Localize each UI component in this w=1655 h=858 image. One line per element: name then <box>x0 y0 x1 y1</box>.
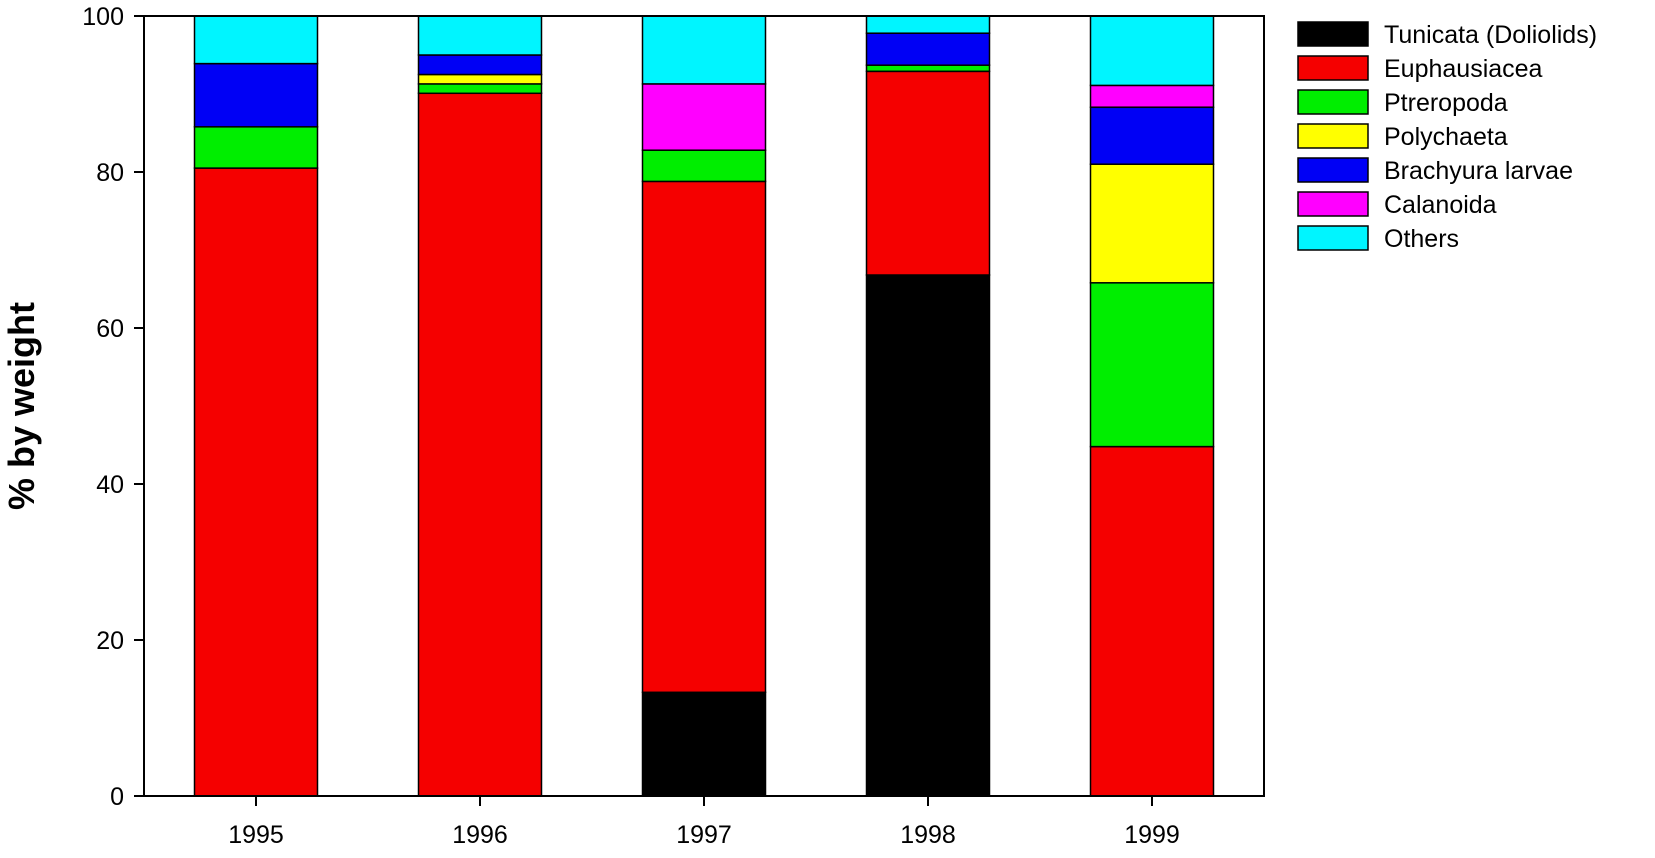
bar-segment-1998-euphausiacea <box>865 70 991 276</box>
legend-swatch <box>1297 123 1369 149</box>
legend-label: Calanoida <box>1384 191 1497 219</box>
legend-swatch <box>1297 21 1369 47</box>
bar-segment-1996-others <box>417 15 543 56</box>
legend-label: Tunicata (Doliolids) <box>1384 21 1597 49</box>
x-tick-label: 1996 <box>452 821 508 849</box>
x-tick-label: 1997 <box>676 821 732 849</box>
legend-label: Polychaeta <box>1384 123 1508 151</box>
y-tick-label: 40 <box>96 471 124 499</box>
bar-segment-1995-euphausiacea <box>193 167 319 797</box>
bar-segment-1999-ptreropoda <box>1089 282 1215 448</box>
bar-segment-1997-euphausiacea <box>641 180 767 694</box>
y-tick-label: 80 <box>96 159 124 187</box>
legend-label: Brachyura larvae <box>1384 157 1573 185</box>
x-tick-label: 1999 <box>1124 821 1180 849</box>
bar-segment-1996-brachyura-larvae <box>417 54 543 76</box>
y-tick-label: 100 <box>82 3 124 31</box>
x-tick-label: 1998 <box>900 821 956 849</box>
y-tick-label: 0 <box>110 783 124 811</box>
bar-segment-1999-others <box>1089 15 1215 87</box>
bar-segment-1998-others <box>865 15 991 34</box>
legend-swatch <box>1297 55 1369 81</box>
x-axis: 1995 1996 1997 1998 1999 <box>228 796 1180 849</box>
legend-label: Others <box>1384 225 1459 253</box>
bar-segment-1995-others <box>193 15 319 65</box>
legend-label: Ptreropoda <box>1384 89 1508 117</box>
y-tick-label: 20 <box>96 627 124 655</box>
bar-segment-1998-brachyura-larvae <box>865 32 991 66</box>
bar-segment-1996-euphausiacea <box>417 92 543 797</box>
legend: Tunicata (Doliolids) Euphausiacea Ptreropo… <box>1297 21 1597 253</box>
legend-label: Euphausiacea <box>1384 55 1543 83</box>
bars-group <box>193 15 1215 797</box>
bar-segment-1995-ptreropoda <box>193 126 319 169</box>
y-axis: 0 20 40 60 80 100 <box>82 3 144 811</box>
bar-segment-1999-brachyura-larvae <box>1089 106 1215 165</box>
y-tick-label: 60 <box>96 315 124 343</box>
bar-segment-1997-tunicata-doliolids <box>641 691 767 797</box>
bar-segment-1997-ptreropoda <box>641 149 767 183</box>
bar-segment-1999-euphausiacea <box>1089 445 1215 797</box>
bar-segment-1998-tunicata-doliolids <box>865 274 991 797</box>
y-axis-label: % by weight <box>1 302 42 510</box>
bar-segment-1999-calanoida <box>1089 84 1215 108</box>
bar-segment-1995-brachyura-larvae <box>193 62 319 128</box>
legend-swatch <box>1297 89 1369 115</box>
bar-segment-1997-calanoida <box>641 83 767 151</box>
bar-segment-1999-polychaeta <box>1089 163 1215 284</box>
bar-segment-1996-polychaeta <box>417 73 543 85</box>
bar-segment-1998-ptreropoda <box>865 64 991 73</box>
x-tick-label: 1995 <box>228 821 284 849</box>
bar-segment-1996-ptreropoda <box>417 83 543 95</box>
legend-swatch <box>1297 191 1369 217</box>
legend-swatch <box>1297 157 1369 183</box>
legend-swatch <box>1297 225 1369 251</box>
bar-segment-1997-others <box>641 15 767 85</box>
